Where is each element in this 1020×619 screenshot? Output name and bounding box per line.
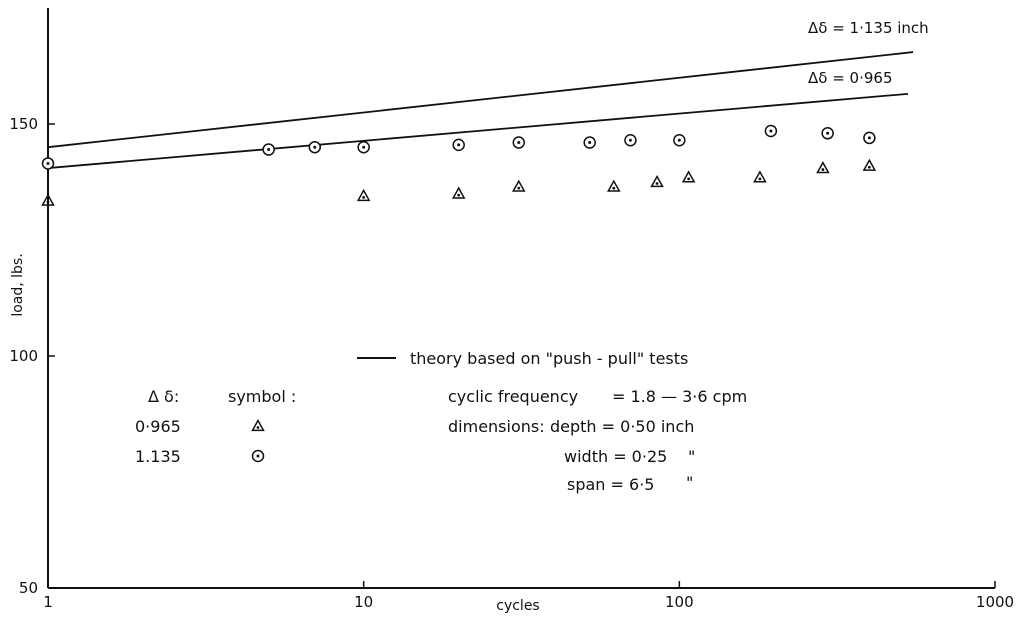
triangle-marker-center	[867, 165, 871, 169]
legend-row-value: 1.135	[135, 447, 181, 466]
circle-marker-center	[677, 138, 681, 142]
triangle-marker-center	[457, 193, 461, 197]
triangle-marker-center	[517, 186, 521, 190]
y-axis-label: load, lbs.	[10, 253, 26, 316]
triangle-data-point	[816, 161, 830, 174]
circle-data-point	[821, 127, 834, 140]
triangle-marker-outline	[681, 170, 696, 183]
triangle-marker-outline	[356, 188, 371, 202]
x-tick-label: 10	[354, 593, 373, 611]
plot-area: 1 10 100 1000 50 100 150	[9, 8, 1014, 611]
circle-marker-center	[256, 454, 260, 458]
circle-marker-center	[517, 141, 521, 145]
dimension-span: span = 6·5	[567, 475, 654, 494]
circle-marker-center	[267, 148, 271, 152]
triangle-marker-center	[655, 182, 659, 185]
x-tick-label: 1000	[976, 593, 1014, 611]
triangle-marker-outline	[753, 170, 767, 183]
triangle-marker-outline	[41, 193, 55, 206]
triangle-data-point	[511, 179, 526, 192]
legend-markers	[251, 418, 265, 463]
legend-marker	[251, 449, 265, 463]
dimensions-label: dimensions:	[448, 417, 545, 436]
circle-data-point	[452, 138, 465, 152]
circle-marker-center	[46, 161, 50, 165]
triangle-marker-center	[687, 177, 691, 181]
frequency-label: cyclic frequency	[448, 387, 578, 406]
circle-marker-center	[628, 138, 632, 142]
triangle-marker-outline	[251, 418, 265, 432]
circle-marker-center	[867, 136, 871, 140]
circle-marker-center	[826, 131, 830, 135]
triangle-marker-center	[256, 426, 260, 429]
triangle-data-point	[451, 186, 466, 199]
triangle-data-point	[650, 174, 664, 188]
circle-marker-center	[769, 129, 773, 133]
theory-line	[47, 92, 909, 169]
triangle-data-point	[607, 179, 621, 192]
triangle-marker-center	[758, 177, 762, 181]
circle-data-point	[262, 143, 275, 156]
circle-marker-center	[588, 141, 592, 145]
legend-row-value: 0·965	[135, 417, 181, 436]
circle-marker-center	[313, 145, 317, 149]
test-conditions: cyclic frequency = 1.8 — 3·6 cpm dimensi…	[448, 387, 747, 494]
triangle-marker-outline	[607, 179, 621, 192]
triangle-data-point	[41, 193, 55, 206]
triangle-marker-center	[362, 196, 366, 199]
triangle-marker-center	[46, 200, 50, 204]
legend-marker	[251, 418, 265, 432]
x-tick-label: 100	[665, 593, 694, 611]
data-points	[41, 124, 877, 206]
circle-data-point	[764, 124, 778, 138]
triangle-marker-outline	[816, 161, 830, 174]
circle-marker-center	[362, 145, 366, 149]
triangle-marker-outline	[451, 186, 466, 199]
circle-marker-center	[457, 143, 461, 147]
dimension-depth: depth = 0·50 inch	[550, 417, 694, 436]
theory-lines	[47, 51, 914, 169]
legend-col-symbol-header: symbol :	[228, 387, 296, 406]
circle-data-point	[512, 136, 526, 149]
circle-data-point	[308, 140, 322, 154]
dimension-width-unit: "	[688, 447, 695, 466]
triangle-marker-center	[612, 186, 616, 190]
circle-data-point	[41, 157, 55, 170]
circle-data-point	[673, 133, 686, 147]
triangle-marker-outline	[511, 179, 526, 192]
x-tick-label: 1	[43, 593, 53, 611]
triangle-data-point	[753, 170, 767, 183]
theory-line-label-upper: Δδ = 1·135 inch	[808, 19, 929, 37]
legend-col-delta-header: Δ δ:	[148, 387, 179, 406]
y-tick-label: 50	[19, 579, 38, 597]
circle-data-point	[357, 140, 370, 154]
circle-data-point	[863, 131, 876, 145]
theory-line-label-lower: Δδ = 0·965	[808, 69, 893, 87]
dimension-width: width = 0·25	[564, 447, 667, 466]
triangle-data-point	[681, 170, 696, 183]
triangle-data-point	[862, 158, 877, 171]
legend: theory based on "push - pull" tests Δ δ:…	[135, 349, 688, 466]
frequency-value: = 1.8 — 3·6 cpm	[612, 387, 747, 406]
triangle-marker-outline	[862, 158, 877, 171]
dimension-span-unit: "	[686, 473, 693, 492]
y-tick-label: 100	[9, 347, 38, 365]
x-axis-label: cycles	[496, 598, 539, 614]
legend-line-label: theory based on "push - pull" tests	[410, 349, 688, 368]
axis-ticks: 1 10 100 1000 50 100 150	[9, 115, 1014, 611]
circle-data-point	[624, 133, 637, 147]
theory-line	[47, 51, 914, 149]
triangle-data-point	[356, 188, 371, 202]
triangle-marker-outline	[650, 174, 664, 188]
y-tick-label: 150	[9, 115, 38, 133]
circle-data-point	[583, 136, 596, 149]
triangle-marker-center	[821, 168, 825, 171]
